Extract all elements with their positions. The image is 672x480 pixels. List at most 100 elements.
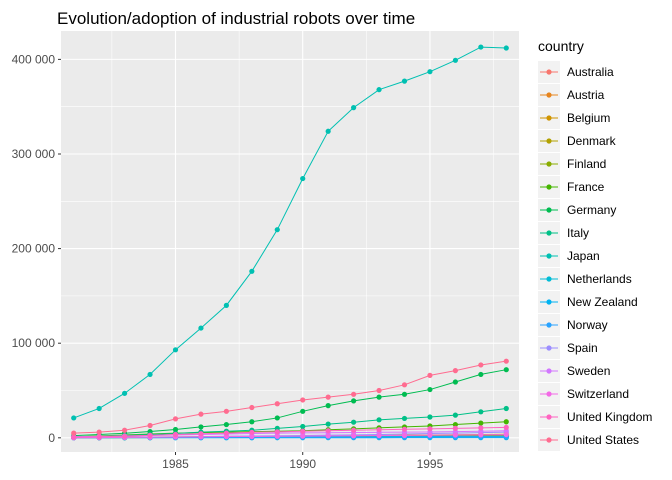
data-point-japan bbox=[351, 105, 357, 111]
legend-item-united-kingdom: United Kingdom bbox=[538, 406, 652, 428]
legend-item-belgium: Belgium bbox=[538, 107, 610, 129]
legend-label: United Kingdom bbox=[567, 410, 652, 424]
series-line-united-states bbox=[73, 360, 507, 434]
x-tick-label: 1985 bbox=[162, 457, 189, 471]
data-point-germany bbox=[376, 394, 382, 400]
data-point-france bbox=[452, 421, 458, 428]
data-point-germany bbox=[300, 408, 306, 414]
data-point-japan bbox=[249, 268, 255, 274]
legend: Australia Austria Belgium Denmark Finland Fra… bbox=[538, 61, 652, 451]
data-point-united-kingdom bbox=[325, 428, 331, 434]
data-point-united-states bbox=[172, 416, 179, 422]
legend-item-germany: Germany bbox=[538, 199, 616, 221]
data-point-united-kingdom bbox=[503, 424, 509, 431]
data-point-united-kingdom bbox=[172, 431, 179, 438]
legend-key-point bbox=[546, 322, 552, 328]
series-united-states bbox=[71, 358, 509, 436]
data-point-japan bbox=[172, 347, 179, 353]
legend-key-point bbox=[546, 391, 552, 397]
legend-label: Italy bbox=[567, 226, 589, 240]
legend-item-netherlands: Netherlands bbox=[538, 268, 632, 290]
y-tick-label: 200 000 bbox=[12, 242, 56, 256]
legend-label: Switzerland bbox=[567, 387, 629, 401]
data-point-switzerland bbox=[503, 431, 509, 438]
legend-label: Spain bbox=[567, 341, 598, 355]
legend-label: Finland bbox=[567, 157, 606, 171]
data-point-united-states bbox=[223, 408, 229, 414]
legend-label: Sweden bbox=[567, 364, 610, 378]
legend-key-point bbox=[546, 276, 552, 282]
data-point-united-states bbox=[376, 387, 382, 394]
data-point-switzerland bbox=[300, 433, 306, 439]
data-point-germany bbox=[503, 367, 509, 373]
data-point-united-states bbox=[71, 430, 77, 436]
data-point-united-states bbox=[401, 382, 408, 388]
data-point-switzerland bbox=[401, 432, 408, 438]
x-tick-label: 1995 bbox=[417, 457, 444, 471]
legend-item-japan: Japan bbox=[538, 245, 600, 267]
legend-key-point bbox=[546, 69, 552, 75]
data-point-japan bbox=[401, 78, 408, 84]
data-point-switzerland bbox=[427, 432, 433, 438]
data-point-united-states bbox=[96, 429, 102, 435]
legend-label: Australia bbox=[567, 65, 614, 79]
data-point-switzerland bbox=[376, 432, 382, 439]
data-point-united-states bbox=[147, 422, 153, 429]
legend-key-point bbox=[546, 138, 552, 144]
legend-item-italy: Italy bbox=[538, 222, 589, 244]
legend-item-sweden: Sweden bbox=[538, 360, 610, 382]
legend-label: Norway bbox=[567, 318, 608, 332]
legend-key-point bbox=[546, 230, 552, 236]
legend-key-point bbox=[546, 184, 552, 190]
legend-label: France bbox=[567, 180, 605, 194]
data-point-switzerland bbox=[274, 433, 280, 439]
data-point-germany bbox=[351, 398, 357, 404]
data-point-switzerland bbox=[351, 433, 357, 439]
data-point-germany bbox=[249, 419, 255, 425]
data-point-italy bbox=[427, 414, 433, 420]
legend-label: Denmark bbox=[567, 134, 617, 148]
data-point-germany bbox=[452, 379, 458, 385]
data-point-japan bbox=[452, 57, 458, 63]
legend-title: country bbox=[538, 38, 584, 54]
data-point-germany bbox=[198, 424, 204, 430]
grid-minor bbox=[61, 31, 519, 452]
legend-label: New Zealand bbox=[567, 295, 638, 309]
legend-item-spain: Spain bbox=[538, 337, 598, 359]
legend-key-point bbox=[546, 92, 552, 98]
legend-item-united-states: United States bbox=[538, 429, 639, 451]
y-tick-label: 400 000 bbox=[12, 52, 56, 66]
data-point-germany bbox=[401, 391, 408, 397]
data-point-switzerland bbox=[223, 434, 229, 440]
data-point-japan bbox=[147, 371, 153, 378]
data-point-united-states bbox=[325, 394, 331, 400]
data-point-united-states bbox=[198, 411, 204, 417]
data-point-united-kingdom bbox=[274, 429, 280, 435]
data-point-united-states bbox=[300, 397, 306, 403]
legend-label: Belgium bbox=[567, 111, 610, 125]
series-line-united-kingdom bbox=[73, 426, 507, 438]
y-tick-label: 0 bbox=[48, 431, 55, 445]
data-point-united-kingdom bbox=[351, 427, 357, 433]
data-point-italy bbox=[478, 409, 484, 415]
data-point-united-states bbox=[249, 404, 255, 411]
data-point-united-kingdom bbox=[122, 433, 128, 439]
data-point-germany bbox=[478, 371, 484, 378]
data-point-united-kingdom bbox=[147, 432, 153, 438]
legend-key-point bbox=[546, 207, 552, 213]
data-point-switzerland bbox=[478, 432, 484, 438]
series-united-kingdom bbox=[71, 424, 509, 440]
data-point-japan bbox=[223, 302, 229, 308]
plot-panel bbox=[61, 31, 519, 452]
legend-label: Germany bbox=[567, 203, 616, 217]
data-point-japan bbox=[96, 405, 102, 412]
y-tick-label: 300 000 bbox=[12, 147, 56, 161]
legend-item-finland: Finland bbox=[538, 153, 606, 175]
data-point-united-kingdom bbox=[198, 431, 204, 437]
y-tick-label: 100 000 bbox=[12, 336, 56, 350]
data-point-united-states bbox=[122, 427, 128, 433]
data-point-japan bbox=[503, 45, 509, 51]
legend-key-point bbox=[546, 345, 552, 351]
data-point-united-states bbox=[274, 401, 280, 407]
legend-item-denmark: Denmark bbox=[538, 130, 617, 152]
